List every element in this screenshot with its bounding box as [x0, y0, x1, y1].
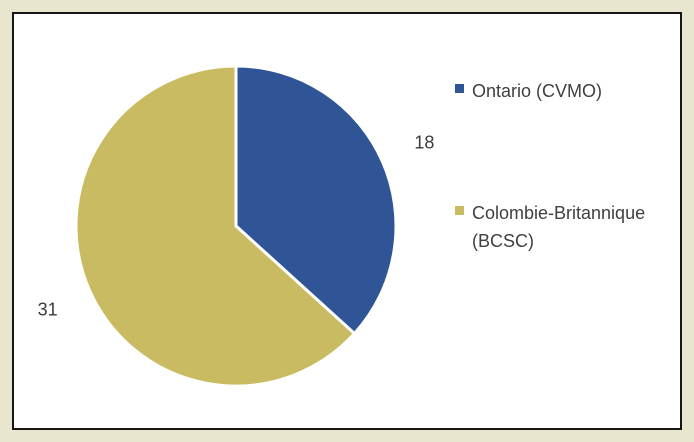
pie-slice-ontario: [234, 64, 398, 336]
legend-item-colombie-britannique: Colombie-Britannique (BCSC): [455, 203, 645, 251]
pie-slice-colombie-britannique: [74, 64, 357, 388]
legend-swatch-ontario: [455, 84, 464, 93]
chart-legend: Ontario (CVMO) Colombie-Britannique (BCS…: [455, 81, 645, 251]
legend-swatch-colombie-britannique: [455, 206, 464, 215]
legend-item-ontario: Ontario (CVMO): [455, 81, 602, 101]
pie-slices: [74, 64, 398, 388]
legend-label-colombie-britannique-line2: (BCSC): [472, 231, 534, 251]
legend-label-ontario: Ontario (CVMO): [472, 81, 602, 101]
data-label-ontario: 18: [414, 133, 434, 153]
legend-label-colombie-britannique-line1: Colombie-Britannique: [472, 203, 645, 223]
data-label-colombie-britannique: 31: [38, 299, 58, 319]
